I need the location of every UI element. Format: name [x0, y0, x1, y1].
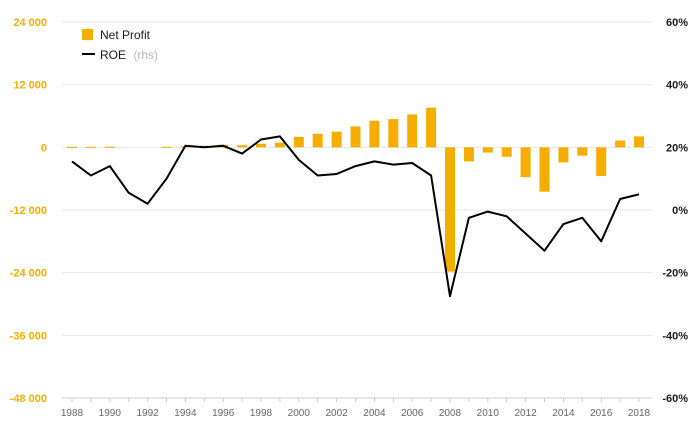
x-tick-label: 1998 — [250, 408, 273, 419]
x-tick-label: 1990 — [99, 408, 122, 419]
net-profit-bar — [596, 147, 607, 177]
x-tick-label: 2016 — [590, 408, 613, 419]
net-profit-bar — [161, 146, 172, 148]
left-tick-label: 0 — [41, 142, 47, 154]
net-profit-bar — [274, 142, 285, 148]
left-tick-label: 24 000 — [13, 17, 47, 29]
legend-label-roe-name: ROE — [100, 48, 126, 62]
x-tick-label: 2018 — [628, 408, 651, 419]
net-profit-bar — [293, 136, 304, 148]
legend-label-roe: ROE (rhs) — [100, 48, 158, 62]
legend: Net Profit ROE (rhs) — [82, 28, 158, 62]
left-tick-label: -36 000 — [10, 330, 47, 342]
net-profit-bar — [615, 140, 626, 148]
net-profit-bar — [67, 146, 77, 148]
right-axis-ticks: 60% 40% 20% 0% -20% -40% -60% — [662, 17, 688, 405]
legend-label-roe-suffix: (rhs) — [133, 48, 158, 62]
right-tick-label: -20% — [662, 268, 688, 280]
x-tick-label: 2006 — [401, 408, 424, 419]
x-tick-label: 1988 — [61, 408, 84, 419]
net-profit-bar — [520, 147, 531, 178]
x-tick-label: 2010 — [477, 408, 500, 419]
net-profit-bar — [634, 136, 644, 148]
left-tick-label: -12 000 — [10, 205, 47, 217]
x-axis-ticks: 1988 1990 1992 1994 1996 1998 2000 2002 2004 2006… — [61, 398, 651, 419]
net-profit-bar — [237, 145, 248, 148]
net-profit-bar — [426, 107, 437, 148]
right-tick-label: 0% — [672, 205, 688, 217]
legend-swatch-net-profit — [82, 29, 93, 40]
net-profit-bar — [539, 147, 550, 192]
left-tick-label: 12 000 — [13, 80, 47, 92]
right-tick-label: 20% — [666, 142, 688, 154]
left-tick-label: -24 000 — [10, 268, 47, 280]
x-tick-label: 2014 — [552, 408, 575, 419]
net-profit-bar — [388, 119, 399, 148]
net-profit-bars — [67, 107, 644, 272]
x-tick-label: 2008 — [439, 408, 462, 419]
net-profit-bar — [445, 147, 455, 272]
x-tick-label: 2000 — [288, 408, 311, 419]
right-tick-label: -40% — [662, 330, 688, 342]
right-tick-label: -60% — [662, 393, 688, 405]
net-profit-bar — [85, 146, 96, 148]
x-tick-label: 1992 — [136, 408, 159, 419]
x-tick-label: 2004 — [363, 408, 386, 419]
left-axis-ticks: 24 000 12 000 0 -12 000 -24 000 -36 000 -48 00… — [10, 17, 47, 405]
net-profit-bar — [256, 143, 266, 148]
net-profit-bar — [501, 147, 512, 157]
net-profit-bar — [104, 146, 115, 148]
x-tick-label: 1996 — [212, 408, 235, 419]
gridlines — [62, 21, 652, 399]
net-profit-bar — [577, 147, 588, 156]
net-profit-bar — [407, 114, 418, 148]
net-profit-bar — [312, 133, 323, 148]
right-tick-label: 60% — [666, 17, 688, 29]
x-tick-label: 2012 — [514, 408, 537, 419]
net-profit-bar — [369, 120, 380, 148]
x-tick-label: 1994 — [174, 408, 197, 419]
x-tick-label: 2002 — [325, 408, 348, 419]
net-profit-bar — [331, 131, 342, 148]
net-profit-bar — [463, 147, 474, 162]
net-profit-bar — [350, 126, 361, 148]
right-tick-label: 40% — [666, 80, 688, 92]
legend-label-net-profit: Net Profit — [100, 28, 151, 42]
roe-line — [71, 135, 640, 298]
net-profit-bar — [482, 147, 493, 153]
left-tick-label: -48 000 — [10, 393, 47, 405]
net-profit-bar — [558, 147, 569, 163]
